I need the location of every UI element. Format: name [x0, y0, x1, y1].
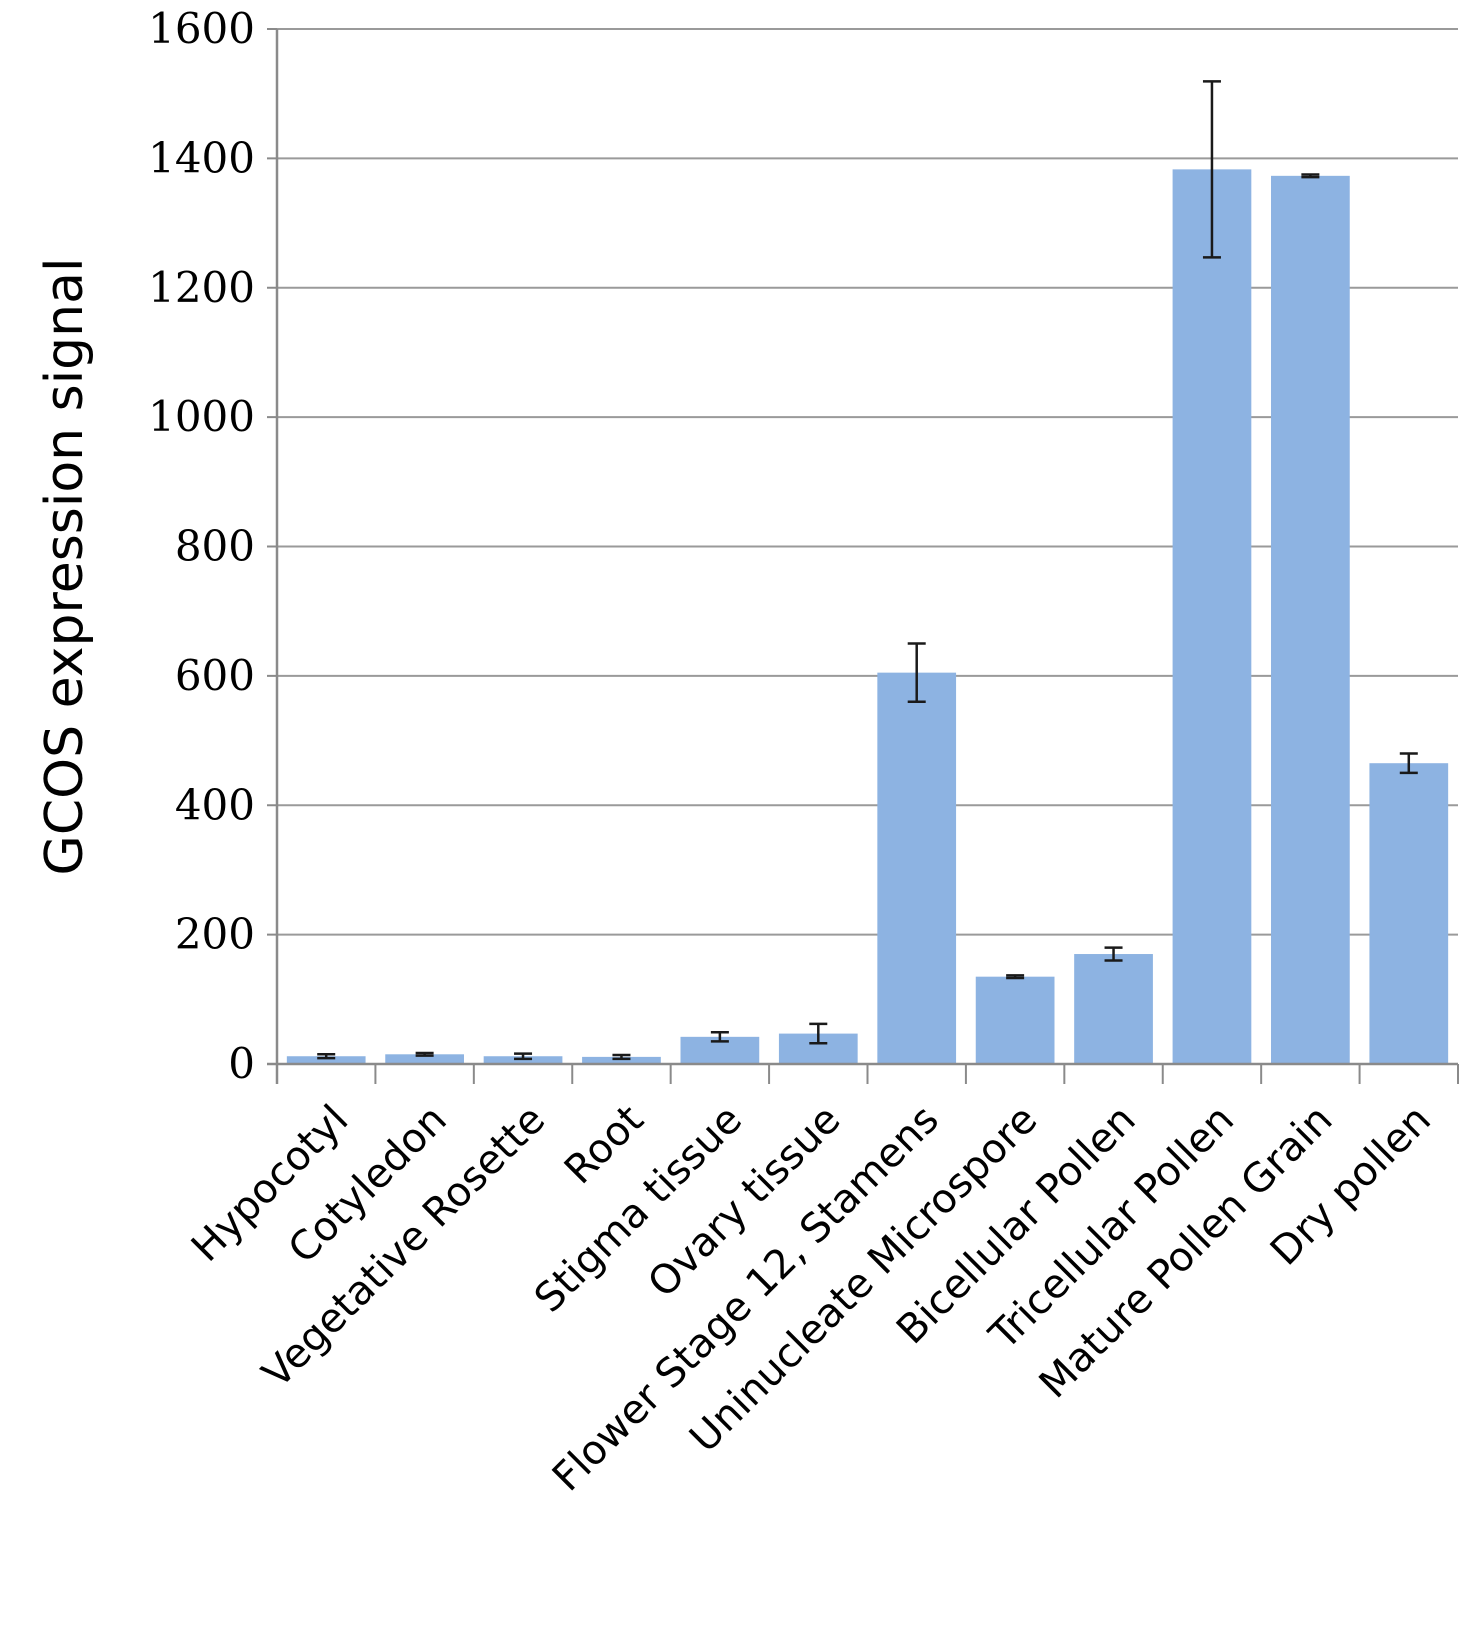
y-axis-title: GCOS expression signal: [35, 258, 95, 876]
error-bar-7: [1006, 974, 1025, 980]
error-bar-3: [612, 1053, 631, 1061]
bar-6: [877, 672, 957, 1064]
bar-2: [483, 1056, 563, 1064]
bar-1: [385, 1054, 464, 1064]
bar-7: [975, 976, 1055, 1064]
error-bar-1: [415, 1051, 434, 1057]
y-tick-label-400: 400: [175, 780, 255, 829]
error-bar-11: [1399, 752, 1418, 775]
bar-0: [286, 1056, 366, 1064]
bar-11: [1369, 763, 1449, 1064]
y-tick-label-200: 200: [175, 910, 255, 959]
gridlines: [277, 28, 1458, 936]
error-bars: [317, 80, 1418, 1061]
error-bar-6: [907, 642, 926, 703]
bar-3: [582, 1056, 661, 1064]
error-bar-2: [514, 1052, 533, 1061]
bar-9: [1172, 169, 1252, 1064]
error-bar-8: [1104, 946, 1123, 962]
axes: [267, 28, 1459, 1084]
y-tick-label-1200: 1200: [148, 263, 255, 312]
y-tick-label-0: 0: [228, 1039, 255, 1088]
error-bar-0: [317, 1053, 336, 1060]
bar-8: [1074, 954, 1153, 1064]
y-tick-label-1600: 1600: [148, 4, 255, 53]
bars: [286, 169, 1449, 1064]
y-tick-label-1000: 1000: [148, 392, 255, 441]
y-tick-label-800: 800: [175, 522, 255, 571]
error-bar-4: [710, 1031, 729, 1043]
error-bar-9: [1202, 80, 1221, 259]
error-bar-10: [1301, 173, 1320, 179]
bar-10: [1271, 175, 1350, 1064]
y-tick-labels: 0 200 400 600 800 1000 1200 1400 1600: [148, 4, 255, 1088]
y-tick-label-1400: 1400: [148, 133, 255, 182]
y-tick-label-600: 600: [175, 651, 255, 700]
error-bar-5: [809, 1022, 828, 1045]
